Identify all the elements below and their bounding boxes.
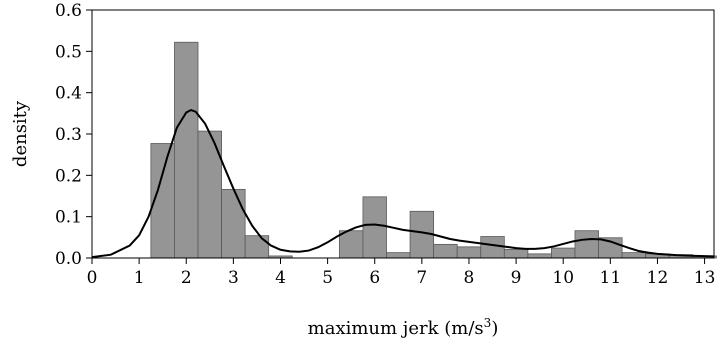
histogram-bar-14 (480, 236, 505, 259)
x-tick-label: 0 (87, 268, 98, 288)
x-tick-label: 8 (464, 268, 475, 288)
y-tick-label: 0.3 (55, 125, 82, 145)
histogram-bar-9 (362, 196, 387, 259)
x-axis-title-suffix: ) (491, 318, 498, 339)
y-tick-label: 0.4 (55, 84, 82, 104)
x-axis-title: maximum jerk (m/s3) (308, 316, 499, 339)
y-tick-label: 0.1 (55, 208, 82, 228)
y-tick-label: 0.5 (55, 42, 82, 62)
x-tick-label: 13 (694, 268, 716, 288)
x-axis-title-superscript: 3 (484, 316, 492, 330)
y-axis-title: density (10, 100, 31, 167)
y-tick-label: 0.0 (55, 249, 82, 269)
histogram-bar-4 (244, 235, 270, 259)
histogram-bar-10 (386, 252, 411, 259)
x-tick-label: 4 (275, 268, 286, 288)
histogram-bar-8 (338, 230, 364, 259)
x-tick-label: 2 (181, 268, 192, 288)
y-tick-label: 0.2 (55, 166, 82, 186)
x-tick-label: 11 (600, 268, 622, 288)
x-tick-label: 1 (134, 268, 145, 288)
x-axis-ticks: 0 1 2 3 4 5 6 7 8 9 10 11 12 13 (87, 258, 716, 288)
y-axis-ticks: 0.0 0.1 0.2 0.3 0.4 0.5 0.6 (55, 1, 92, 269)
histogram-bars (150, 41, 717, 259)
x-tick-label: 3 (228, 268, 239, 288)
density-curve (91, 108, 715, 259)
x-tick-label: 9 (511, 268, 522, 288)
histogram-bar-3 (221, 188, 246, 259)
histogram-bar-1 (174, 41, 199, 259)
x-tick-label: 10 (552, 268, 574, 288)
x-axis-title-main: maximum jerk (m/s (308, 318, 484, 339)
histogram-bar-13 (456, 246, 482, 259)
x-tick-label: 7 (416, 268, 427, 288)
histogram-bar-12 (433, 243, 458, 259)
histogram-bar-18 (574, 230, 599, 259)
y-tick-label: 0.6 (55, 1, 82, 21)
x-tick-label: 6 (369, 268, 380, 288)
histogram-bar-17 (551, 247, 576, 259)
histogram-bar-20 (621, 252, 647, 259)
histogram-bar-15 (503, 248, 529, 259)
x-tick-label: 12 (647, 268, 669, 288)
histogram-bar-16 (527, 253, 552, 259)
x-tick-label: 5 (322, 268, 333, 288)
